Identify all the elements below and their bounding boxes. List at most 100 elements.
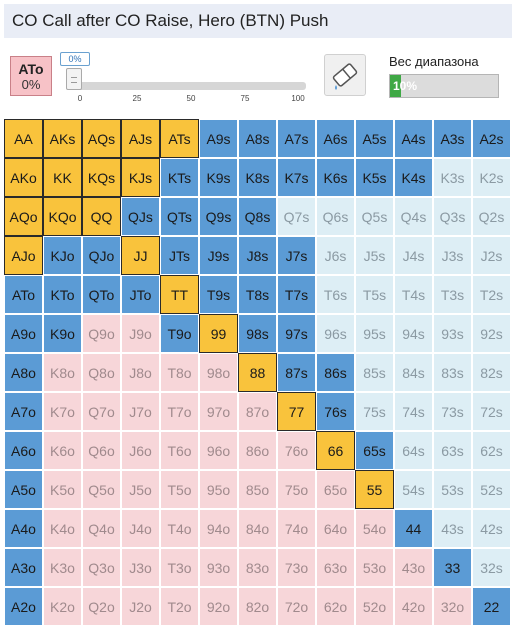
hand-cell[interactable]: 93s — [433, 314, 472, 353]
hand-cell[interactable]: 33 — [433, 548, 472, 587]
hand-cell[interactable]: T4o — [160, 509, 199, 548]
hand-cell[interactable]: J7s — [277, 236, 316, 275]
hand-cell[interactable]: K9o — [43, 314, 82, 353]
frequency-slider[interactable]: 0% 0 25 50 75 100 — [60, 52, 310, 103]
hand-cell[interactable]: 96o — [199, 431, 238, 470]
hand-cell[interactable]: Q7s — [277, 197, 316, 236]
hand-cell[interactable]: T2s — [472, 275, 511, 314]
hand-cell[interactable]: A9s — [199, 119, 238, 158]
hand-cell[interactable]: 54o — [355, 509, 394, 548]
hand-cell[interactable]: 82s — [472, 353, 511, 392]
hand-cell[interactable]: 83s — [433, 353, 472, 392]
hand-cell[interactable]: 99 — [199, 314, 238, 353]
hand-cell[interactable]: J8o — [121, 353, 160, 392]
hand-cell[interactable]: K2s — [472, 158, 511, 197]
hand-cell[interactable]: ATo — [4, 275, 43, 314]
selected-hand-box[interactable]: ATo 0% — [10, 56, 52, 96]
hand-cell[interactable]: 87o — [238, 392, 277, 431]
hand-cell[interactable]: T5o — [160, 470, 199, 509]
hand-cell[interactable]: Q2o — [82, 587, 121, 626]
hand-cell[interactable]: T6o — [160, 431, 199, 470]
hand-cell[interactable]: AJs — [121, 119, 160, 158]
hand-cell[interactable]: 98o — [199, 353, 238, 392]
hand-cell[interactable]: 86o — [238, 431, 277, 470]
hand-cell[interactable]: 55 — [355, 470, 394, 509]
hand-cell[interactable]: T2o — [160, 587, 199, 626]
hand-cell[interactable]: KJo — [43, 236, 82, 275]
hand-cell[interactable]: Q5s — [355, 197, 394, 236]
hand-cell[interactable]: T5s — [355, 275, 394, 314]
hand-cell[interactable]: 82o — [238, 587, 277, 626]
hand-cell[interactable]: Q5o — [82, 470, 121, 509]
hand-cell[interactable]: Q3s — [433, 197, 472, 236]
hand-cell[interactable]: 72o — [277, 587, 316, 626]
hand-cell[interactable]: T7o — [160, 392, 199, 431]
hand-cell[interactable]: J2s — [472, 236, 511, 275]
hand-cell[interactable]: Q2s — [472, 197, 511, 236]
hand-cell[interactable]: A3o — [4, 548, 43, 587]
hand-cell[interactable]: 76o — [277, 431, 316, 470]
hand-cell[interactable]: J5o — [121, 470, 160, 509]
hand-cell[interactable]: 87s — [277, 353, 316, 392]
hand-cell[interactable]: 95s — [355, 314, 394, 353]
hand-cell[interactable]: 44 — [394, 509, 433, 548]
hand-cell[interactable]: QJo — [82, 236, 121, 275]
hand-cell[interactable]: 73o — [277, 548, 316, 587]
hand-cell[interactable]: Q6o — [82, 431, 121, 470]
hand-cell[interactable]: 77 — [277, 392, 316, 431]
hand-cell[interactable]: KK — [43, 158, 82, 197]
hand-cell[interactable]: AQs — [82, 119, 121, 158]
hand-cell[interactable]: K7s — [277, 158, 316, 197]
hand-cell[interactable]: 66 — [316, 431, 355, 470]
hand-cell[interactable]: 94s — [394, 314, 433, 353]
hand-cell[interactable]: A4o — [4, 509, 43, 548]
hand-cell[interactable]: T4s — [394, 275, 433, 314]
hand-cell[interactable]: J5s — [355, 236, 394, 275]
hand-cell[interactable]: KQs — [82, 158, 121, 197]
hand-cell[interactable]: K6o — [43, 431, 82, 470]
hand-cell[interactable]: 86s — [316, 353, 355, 392]
hand-cell[interactable]: T9o — [160, 314, 199, 353]
hand-cell[interactable]: 72s — [472, 392, 511, 431]
hand-cell[interactable]: A8s — [238, 119, 277, 158]
hand-cell[interactable]: J2o — [121, 587, 160, 626]
hand-cell[interactable]: 85s — [355, 353, 394, 392]
hand-cell[interactable]: A5o — [4, 470, 43, 509]
hand-cell[interactable]: K8o — [43, 353, 82, 392]
hand-cell[interactable]: K3o — [43, 548, 82, 587]
hand-cell[interactable]: 75o — [277, 470, 316, 509]
hand-cell[interactable]: 97s — [277, 314, 316, 353]
hand-cell[interactable]: 52s — [472, 470, 511, 509]
hand-cell[interactable]: Q6s — [316, 197, 355, 236]
hand-cell[interactable]: A6o — [4, 431, 43, 470]
slider-handle[interactable] — [66, 68, 82, 90]
hand-cell[interactable]: QTo — [82, 275, 121, 314]
hand-cell[interactable]: KQo — [43, 197, 82, 236]
hand-cell[interactable]: A8o — [4, 353, 43, 392]
hand-cell[interactable]: 32s — [472, 548, 511, 587]
hand-cell[interactable]: A3s — [433, 119, 472, 158]
hand-cell[interactable]: 98s — [238, 314, 277, 353]
hand-cell[interactable]: 62s — [472, 431, 511, 470]
hand-cell[interactable]: 53o — [355, 548, 394, 587]
hand-cell[interactable]: J9s — [199, 236, 238, 275]
hand-cell[interactable]: T3o — [160, 548, 199, 587]
hand-cell[interactable]: T7s — [277, 275, 316, 314]
hand-cell[interactable]: 96s — [316, 314, 355, 353]
hand-cell[interactable]: Q4s — [394, 197, 433, 236]
hand-cell[interactable]: A2o — [4, 587, 43, 626]
hand-cell[interactable]: J8s — [238, 236, 277, 275]
hand-cell[interactable]: K5s — [355, 158, 394, 197]
hand-cell[interactable]: 64o — [316, 509, 355, 548]
hand-cell[interactable]: ATs — [160, 119, 199, 158]
hand-cell[interactable]: 62o — [316, 587, 355, 626]
hand-cell[interactable]: A4s — [394, 119, 433, 158]
hand-cell[interactable]: 32o — [433, 587, 472, 626]
hand-cell[interactable]: T3s — [433, 275, 472, 314]
hand-cell[interactable]: JTo — [121, 275, 160, 314]
hand-cell[interactable]: J6s — [316, 236, 355, 275]
hand-cell[interactable]: K7o — [43, 392, 82, 431]
hand-cell[interactable]: AKo — [4, 158, 43, 197]
hand-cell[interactable]: K2o — [43, 587, 82, 626]
hand-cell[interactable]: Q8o — [82, 353, 121, 392]
